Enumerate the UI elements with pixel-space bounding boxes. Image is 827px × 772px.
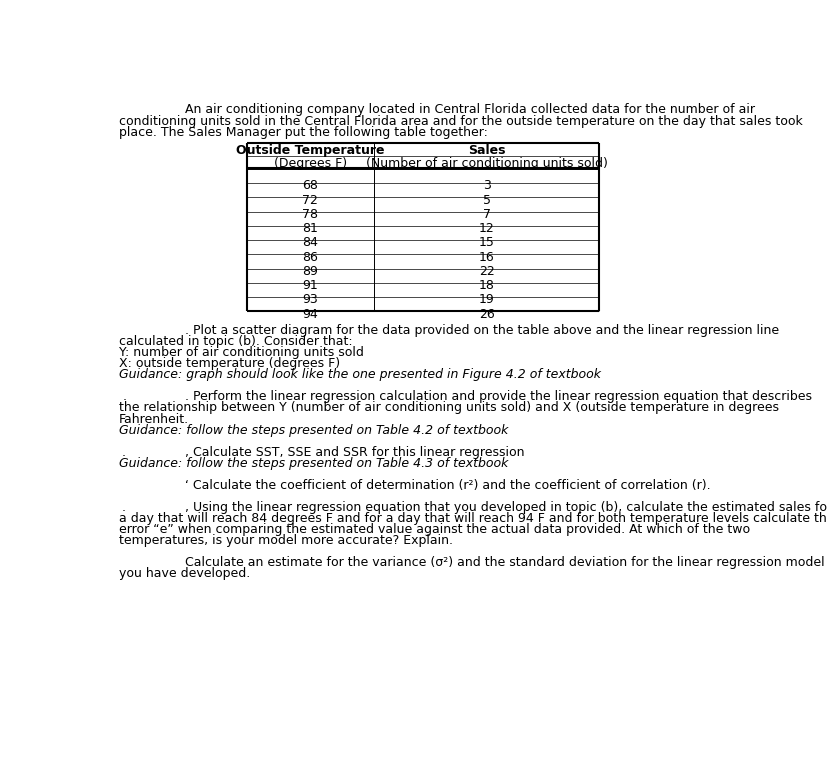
Text: , Calculate SST, SSE and SSR for this linear regression: , Calculate SST, SSE and SSR for this li…	[184, 445, 523, 459]
Text: 84: 84	[302, 236, 318, 249]
Text: Guidance: follow the steps presented on Table 4.2 of textbook: Guidance: follow the steps presented on …	[119, 424, 508, 437]
Text: Guidance: graph should look like the one presented in Figure 4.2 of textbook: Guidance: graph should look like the one…	[119, 368, 600, 381]
Text: 5: 5	[482, 194, 490, 207]
Text: 81: 81	[302, 222, 318, 235]
Text: 93: 93	[302, 293, 318, 306]
Text: 72: 72	[302, 194, 318, 207]
Text: 19: 19	[478, 293, 494, 306]
Text: 91: 91	[302, 279, 318, 292]
Text: 78: 78	[302, 208, 318, 221]
Text: you have developed.: you have developed.	[119, 567, 250, 581]
Text: 86: 86	[302, 251, 318, 264]
Text: 18: 18	[478, 279, 494, 292]
Text: error “e” when comparing the estimated value against the actual data provided. A: error “e” when comparing the estimated v…	[119, 523, 749, 536]
Text: a day that will reach 84 degrees F and for a day that will reach 94 F and for bo: a day that will reach 84 degrees F and f…	[119, 512, 827, 525]
Text: Sales: Sales	[467, 144, 504, 157]
Text: Y: number of air conditioning units sold: Y: number of air conditioning units sold	[119, 346, 363, 359]
Text: .: .	[122, 445, 125, 459]
Text: 94: 94	[302, 308, 318, 320]
Text: .: .	[122, 390, 127, 403]
Text: 15: 15	[478, 236, 494, 249]
Text: Calculate an estimate for the variance (σ²) and the standard deviation for the l: Calculate an estimate for the variance (…	[184, 556, 824, 569]
Text: X: outside temperature (degrees F): X: outside temperature (degrees F)	[119, 357, 340, 370]
Text: 16: 16	[478, 251, 494, 264]
Text: (Number of air conditioning units sold): (Number of air conditioning units sold)	[366, 157, 607, 170]
Text: 22: 22	[478, 265, 494, 278]
Text: ‘ Calculate the coefficient of determination (r²) and the coefficient of correla: ‘ Calculate the coefficient of determina…	[184, 479, 710, 492]
Text: , Using the linear regression equation that you developed in topic (b), calculat: , Using the linear regression equation t…	[184, 501, 827, 513]
Text: 68: 68	[302, 179, 318, 192]
Text: (Degrees F): (Degrees F)	[274, 157, 347, 170]
Text: 3: 3	[482, 179, 490, 192]
Text: .: .	[122, 501, 125, 513]
Text: 89: 89	[302, 265, 318, 278]
Text: place. The Sales Manager put the following table together:: place. The Sales Manager put the followi…	[119, 126, 487, 139]
Text: Guidance: follow the steps presented on Table 4.3 of textbook: Guidance: follow the steps presented on …	[119, 457, 508, 470]
Text: temperatures, is your model more accurate? Explain.: temperatures, is your model more accurat…	[119, 534, 452, 547]
Text: An air conditioning company located in Central Florida collected data for the nu: An air conditioning company located in C…	[184, 103, 754, 117]
Text: conditioning units sold in the Central Florida area and for the outside temperat: conditioning units sold in the Central F…	[119, 114, 802, 127]
Text: . Plot a scatter diagram for the data provided on the table above and the linear: . Plot a scatter diagram for the data pr…	[184, 323, 778, 337]
Text: calculated in topic (b). Consider that:: calculated in topic (b). Consider that:	[119, 335, 352, 348]
Text: 26: 26	[478, 308, 494, 320]
Text: . Perform the linear regression calculation and provide the linear regression eq: . Perform the linear regression calculat…	[184, 390, 811, 403]
Text: 7: 7	[482, 208, 490, 221]
Text: Outside Temperature: Outside Temperature	[236, 144, 384, 157]
Text: 12: 12	[478, 222, 494, 235]
Text: the relationship between Y (number of air conditioning units sold) and X (outsid: the relationship between Y (number of ai…	[119, 401, 778, 415]
Text: Fahrenheit.: Fahrenheit.	[119, 412, 189, 425]
